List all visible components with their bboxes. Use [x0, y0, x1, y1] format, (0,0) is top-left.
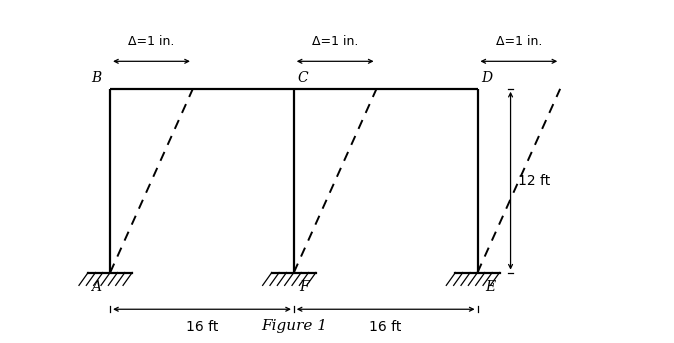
Text: B: B	[91, 71, 101, 85]
Text: Δ=1 in.: Δ=1 in.	[312, 35, 359, 48]
Text: E: E	[485, 280, 495, 294]
Text: A: A	[91, 280, 101, 294]
Text: Figure 1: Figure 1	[261, 319, 327, 333]
Text: Δ=1 in.: Δ=1 in.	[495, 35, 542, 48]
Text: C: C	[297, 71, 308, 85]
Text: 16 ft: 16 ft	[369, 320, 402, 334]
Text: D: D	[481, 71, 492, 85]
Text: F: F	[299, 280, 309, 294]
Text: 12 ft: 12 ft	[518, 174, 550, 188]
Text: Δ=1 in.: Δ=1 in.	[128, 35, 175, 48]
Text: 16 ft: 16 ft	[186, 320, 218, 334]
